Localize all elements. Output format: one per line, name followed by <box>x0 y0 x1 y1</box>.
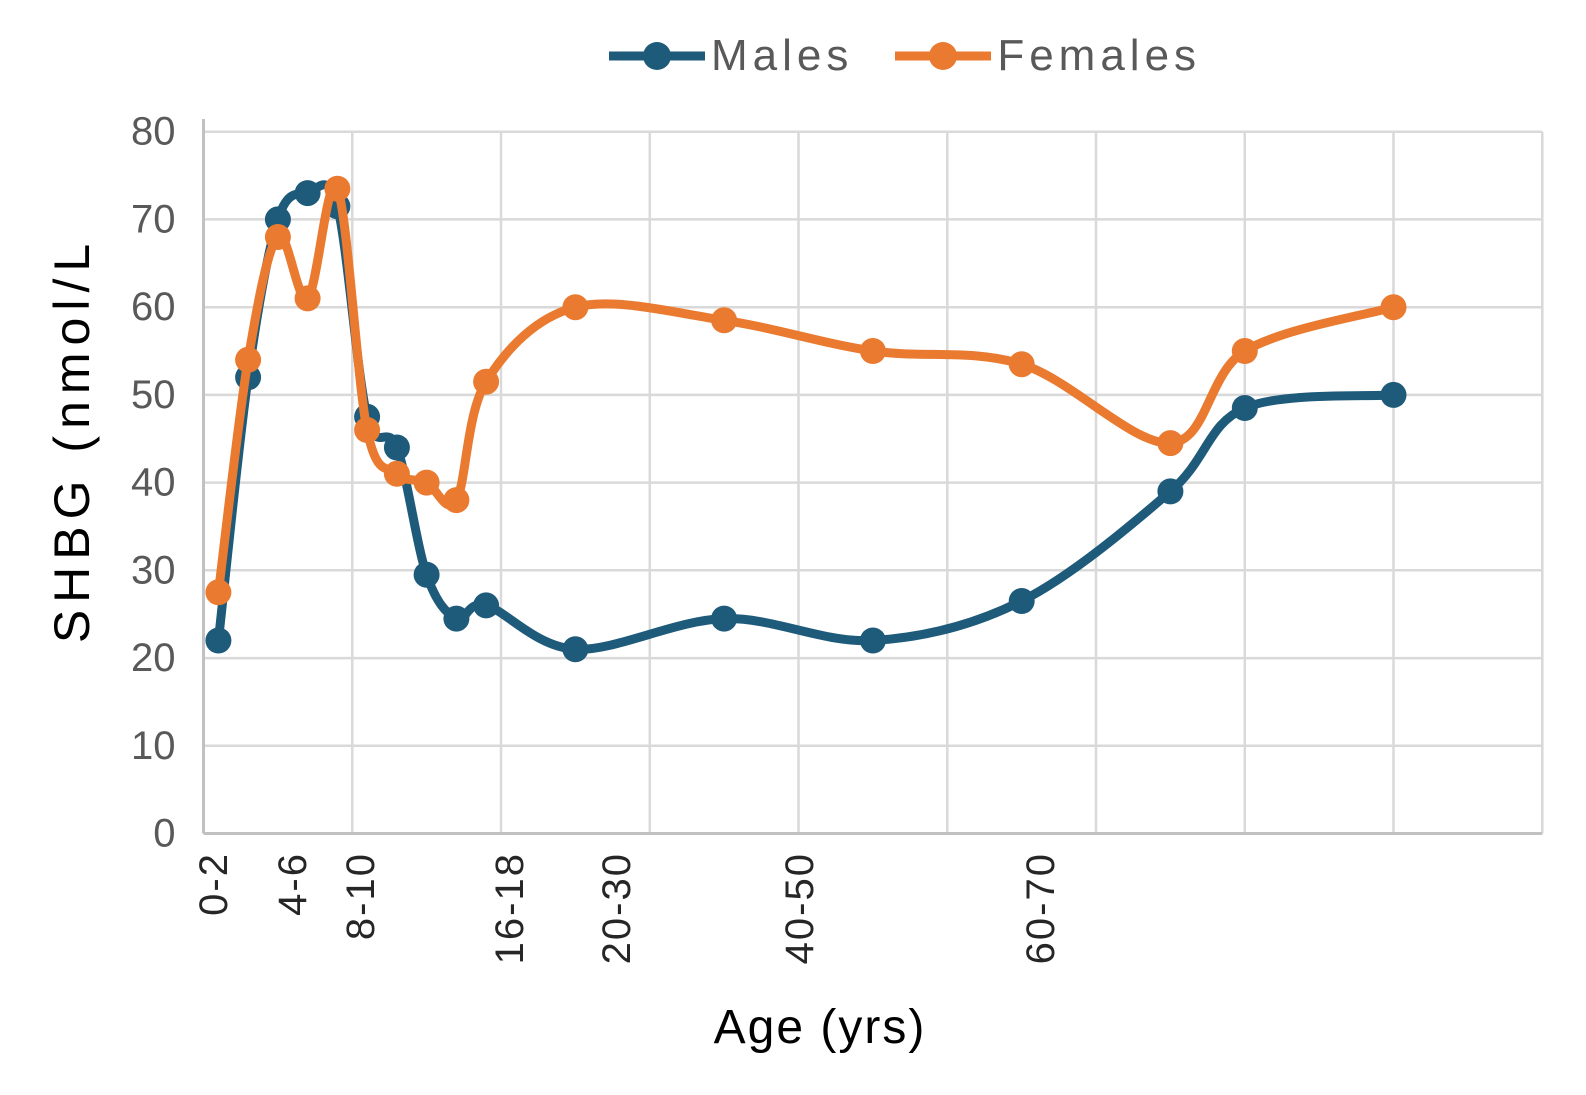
series-marker-males <box>473 592 500 619</box>
series-marker-females <box>443 487 470 514</box>
series-marker-males <box>1231 395 1258 421</box>
females-series-swatch-icon <box>895 39 992 73</box>
series-marker-females <box>294 285 321 312</box>
y-tick-label: 10 <box>131 724 176 768</box>
x-tick-label: 16-18 <box>488 852 532 964</box>
y-tick-label: 40 <box>131 461 176 505</box>
x-tick-label: 20-30 <box>595 852 639 964</box>
series-marker-females <box>562 294 589 321</box>
x-axis-title: Age (yrs) <box>713 1001 927 1054</box>
chart-legend: Males Females <box>112 34 1586 78</box>
series-marker-females <box>1008 351 1035 378</box>
y-tick-label: 0 <box>153 812 175 856</box>
y-tick-label: 20 <box>131 636 176 680</box>
legend-label-males: Males <box>710 31 854 80</box>
series-marker-females <box>473 368 500 395</box>
legend-item-females: Females <box>895 34 1201 78</box>
series-line-females <box>213 181 1398 597</box>
series-line-males <box>213 180 1398 654</box>
males-marker-icon <box>642 42 671 70</box>
legend-label-females: Females <box>997 31 1202 80</box>
series-marker-females <box>1231 338 1258 364</box>
x-tick-label: 60-70 <box>1019 852 1063 964</box>
y-tick-label: 30 <box>131 548 176 592</box>
series-marker-males <box>711 605 738 632</box>
series-marker-females <box>324 175 351 202</box>
series-marker-females <box>859 338 886 364</box>
series-marker-males <box>294 180 321 207</box>
series-marker-males <box>1157 478 1184 505</box>
legend-item-males: Males <box>608 31 854 80</box>
series-marker-females <box>354 417 381 443</box>
y-tick-label: 80 <box>131 110 176 154</box>
series-marker-females <box>383 460 410 487</box>
y-tick-label: 50 <box>131 373 176 417</box>
x-tick-label: 8-10 <box>339 852 383 940</box>
series-marker-males <box>1008 588 1035 614</box>
series-marker-females <box>264 224 291 250</box>
series-marker-males <box>383 434 410 461</box>
series-marker-males <box>443 605 470 632</box>
y-tick-label: 70 <box>131 197 176 241</box>
series-marker-females <box>1380 294 1407 321</box>
series-marker-females <box>711 307 738 334</box>
series-marker-females <box>205 579 232 606</box>
series-marker-males <box>1380 381 1407 408</box>
series-marker-females <box>1157 430 1184 457</box>
series-marker-males <box>205 627 232 654</box>
series-marker-males <box>413 561 440 588</box>
x-tick-label: 4-6 <box>271 852 315 916</box>
x-tick-label: 40-50 <box>778 852 822 964</box>
series-marker-females <box>235 346 262 373</box>
y-axis-title: SHBG (nmol/L <box>44 236 100 644</box>
series-marker-males <box>562 636 589 663</box>
series-marker-females <box>413 469 440 496</box>
y-tick-label: 60 <box>131 285 176 329</box>
x-tick-label: 0-2 <box>192 852 236 916</box>
series-marker-males <box>859 627 886 654</box>
males-series-swatch-icon <box>608 39 705 73</box>
females-marker-icon <box>929 42 958 70</box>
